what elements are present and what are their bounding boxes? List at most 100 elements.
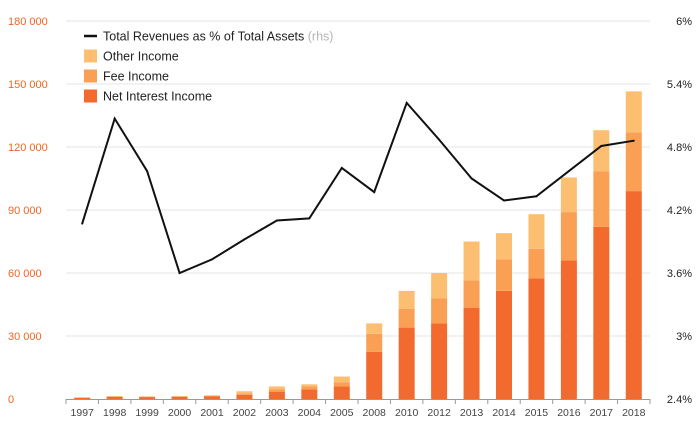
bar-net-interest-income bbox=[333, 386, 350, 399]
y-right-tick-label: 4.2% bbox=[667, 205, 692, 217]
bar-net-interest-income bbox=[236, 394, 253, 399]
x-tick-label: 2005 bbox=[330, 407, 354, 419]
bar-net-interest-income bbox=[593, 226, 610, 399]
x-tick-label: 2010 bbox=[395, 407, 419, 419]
bar-fee-income bbox=[625, 132, 642, 192]
bar-net-interest-income bbox=[204, 396, 220, 399]
bar-other-income bbox=[333, 376, 350, 383]
bar-other-income bbox=[528, 214, 545, 249]
legend-swatch-fee-income bbox=[84, 69, 97, 83]
x-tick-label: 2013 bbox=[460, 407, 484, 419]
bar-other-income bbox=[236, 391, 253, 394]
x-tick-label: 2015 bbox=[525, 407, 549, 419]
y-left-tick-label: 150 000 bbox=[8, 79, 48, 91]
bar-fee-income bbox=[301, 386, 318, 390]
line-point bbox=[438, 138, 441, 141]
bar-net-interest-income bbox=[106, 396, 123, 399]
bar-fee-income bbox=[496, 259, 512, 291]
legend-label-total-revenues-as-of-total-assets: Total Revenues as % of Total Assets (rhs… bbox=[103, 30, 333, 44]
line-point bbox=[503, 199, 505, 202]
line-point bbox=[373, 191, 376, 194]
bar-other-income bbox=[593, 130, 610, 172]
gridlines bbox=[66, 20, 650, 337]
bar-other-income bbox=[268, 386, 285, 390]
bar-other-income bbox=[463, 241, 480, 281]
bar-net-interest-income bbox=[528, 278, 545, 399]
bar-net-interest-income bbox=[625, 191, 642, 399]
bar-net-interest-income bbox=[496, 290, 512, 399]
legend-label-net-interest-income: Net Interest Income bbox=[103, 90, 212, 104]
legend-swatch-other-income bbox=[84, 49, 97, 63]
axes: 0 30 000 60 000 90 000 120 000 150 000 180 000… bbox=[8, 16, 692, 419]
bar-fee-income bbox=[593, 171, 610, 227]
line-point bbox=[470, 177, 473, 180]
bar-net-interest-income bbox=[301, 389, 318, 399]
x-tick-label: 2004 bbox=[298, 407, 322, 419]
x-tick-label: 2012 bbox=[427, 407, 451, 419]
bar-net-interest-income bbox=[366, 351, 383, 399]
line-point bbox=[211, 258, 213, 261]
y-right-tick-label: 3.6% bbox=[667, 268, 692, 280]
bar-fee-income bbox=[463, 280, 480, 308]
bar-series bbox=[74, 91, 642, 399]
x-tick-label: 2017 bbox=[590, 407, 614, 419]
bar-other-income bbox=[625, 91, 642, 133]
y-left-tick-label: 180 000 bbox=[8, 16, 48, 28]
line-point bbox=[632, 139, 635, 142]
line-point bbox=[535, 195, 538, 198]
legend-label-other-income: Other Income bbox=[103, 50, 179, 64]
bar-fee-income bbox=[268, 389, 285, 392]
line-point bbox=[308, 217, 311, 220]
y-left-tick-label: 60 000 bbox=[8, 268, 42, 280]
x-tick-label: 2008 bbox=[363, 407, 387, 419]
x-tick-label: 1999 bbox=[135, 407, 159, 419]
line-point bbox=[340, 167, 343, 169]
bar-net-interest-income bbox=[139, 397, 156, 399]
x-tick-label: 2001 bbox=[200, 407, 224, 419]
bar-net-interest-income bbox=[398, 327, 415, 399]
y-left-tick-label: 0 bbox=[8, 394, 14, 406]
legend-label-fee-income: Fee Income bbox=[103, 70, 169, 84]
legend-suffix-rhs: (rhs) bbox=[304, 30, 333, 44]
bar-net-interest-income bbox=[431, 323, 448, 399]
y-right-tick-label: 2.4% bbox=[667, 394, 692, 406]
y-right-tick-label: 4.8% bbox=[667, 142, 692, 154]
x-tick-label: 2014 bbox=[492, 407, 516, 419]
bar-other-income bbox=[398, 290, 415, 309]
x-tick-label: 2002 bbox=[233, 407, 257, 419]
y-left-tick-label: 90 000 bbox=[8, 205, 42, 217]
bar-net-interest-income bbox=[74, 397, 91, 399]
bar-fee-income bbox=[398, 308, 415, 328]
line-point bbox=[600, 144, 603, 147]
line-point bbox=[81, 222, 84, 225]
bar-other-income bbox=[560, 177, 577, 213]
bar-fee-income bbox=[366, 333, 383, 352]
y-right-tick-label: 3% bbox=[676, 331, 692, 343]
y-left-tick-label: 120 000 bbox=[8, 142, 48, 154]
bar-other-income bbox=[366, 323, 383, 334]
line-point bbox=[405, 101, 408, 104]
bar-fee-income bbox=[560, 212, 577, 261]
y-right-tick-label: 6% bbox=[676, 16, 692, 28]
line-point bbox=[113, 117, 116, 120]
x-tick-label: 2016 bbox=[557, 407, 581, 419]
bar-net-interest-income bbox=[560, 260, 577, 399]
bar-fee-income bbox=[236, 393, 253, 395]
bar-fee-income bbox=[431, 298, 448, 324]
line-revenues-pct-assets bbox=[81, 100, 634, 275]
y-right-tick-label: 5.4% bbox=[667, 79, 692, 91]
bar-net-interest-income bbox=[171, 396, 188, 399]
line-point bbox=[275, 219, 278, 222]
bar-other-income bbox=[496, 233, 512, 260]
bar-fee-income bbox=[204, 395, 220, 397]
bar-fee-income bbox=[333, 382, 350, 387]
line-point bbox=[567, 170, 570, 173]
x-tick-label: 2003 bbox=[265, 407, 289, 419]
bar-other-income bbox=[301, 384, 318, 387]
bar-other-income bbox=[204, 395, 220, 396]
line-point bbox=[178, 272, 181, 274]
x-tick-label: 1998 bbox=[103, 407, 127, 419]
line-series bbox=[81, 100, 635, 275]
bar-other-income bbox=[431, 273, 448, 299]
